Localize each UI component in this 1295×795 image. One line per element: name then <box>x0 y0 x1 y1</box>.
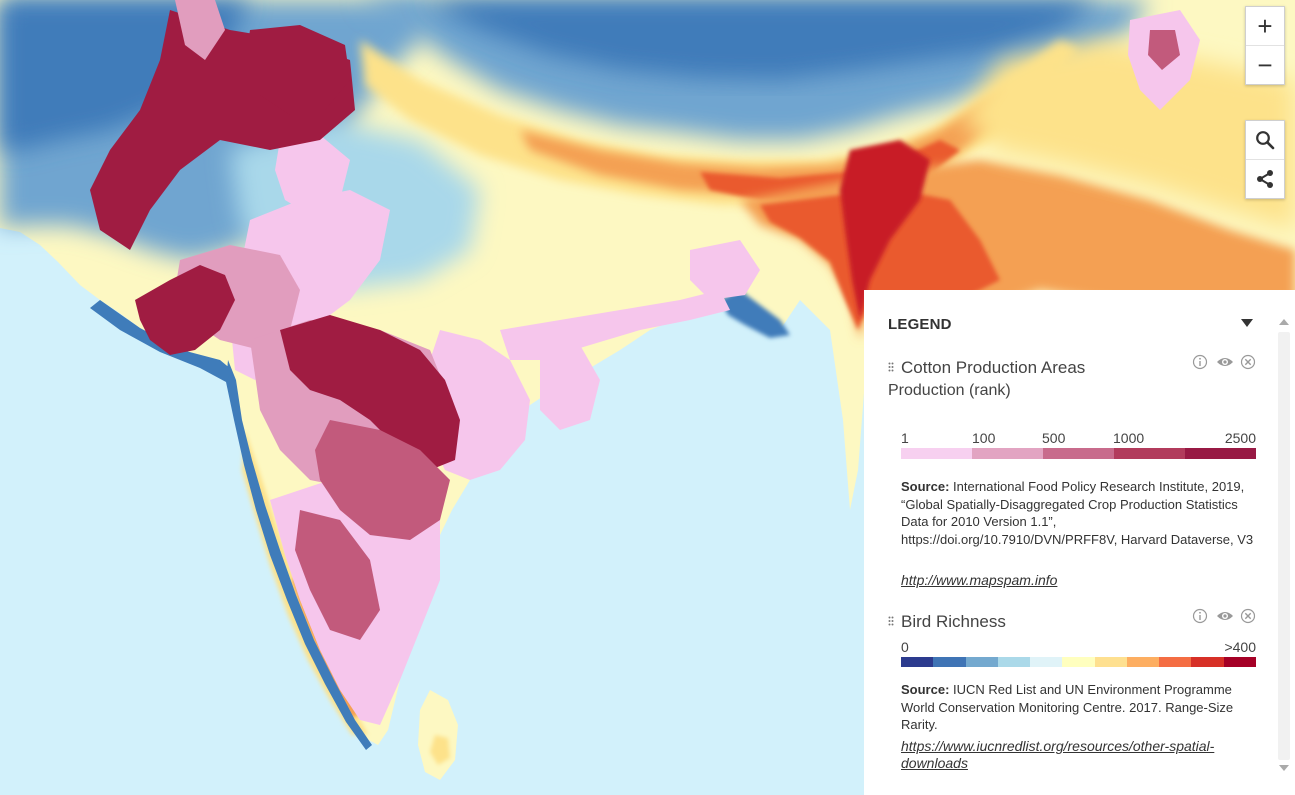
share-icon <box>1257 170 1273 188</box>
cotton-dark-punjab <box>245 25 350 115</box>
scale-label: 0 <box>901 639 909 655</box>
western-ghats <box>242 430 368 735</box>
cotton-dark-myanmar <box>1148 30 1180 70</box>
cotton-pale-northwest <box>275 135 350 215</box>
layer-title: Bird Richness <box>901 612 1006 631</box>
scale-label: 100 <box>972 430 996 446</box>
scale-swatch <box>1223 657 1256 667</box>
layer-actions <box>1192 354 1256 370</box>
cotton-dark-maharashtra <box>280 315 460 470</box>
legend-layer-cotton: Cotton Production Areas Production (rank… <box>888 354 1256 638</box>
bird-color-scale <box>901 657 1256 667</box>
share-button[interactable] <box>1246 159 1284 198</box>
scale-swatch <box>1043 448 1114 459</box>
scale-swatch <box>1126 657 1160 667</box>
scale-label: >400 <box>1224 639 1256 655</box>
cotton-source: Source: International Food Policy Resear… <box>901 478 1256 548</box>
minus-icon: − <box>1257 50 1273 80</box>
tool-controls <box>1245 120 1285 199</box>
sri-lanka-hill <box>430 735 450 765</box>
delta <box>720 290 790 338</box>
source-label: Source: <box>901 682 950 697</box>
legend-layer-bird-richness: Bird Richness 0 >400 Source: IUCN Red Li… <box>888 608 1256 792</box>
scale-swatch <box>1114 448 1185 459</box>
zoom-in-button[interactable]: + <box>1246 7 1284 45</box>
layer-title: Cotton Production Areas <box>901 358 1086 377</box>
search-button[interactable] <box>1246 121 1284 159</box>
cotton-scale-labels: 1 100 500 1000 2500 <box>901 430 1256 446</box>
cotton-mid-telangana <box>315 420 450 540</box>
legend-scrollbar[interactable] <box>1273 310 1295 780</box>
scale-label: 1 <box>901 430 909 446</box>
layer-subtitle: Production (rank) <box>888 382 1011 399</box>
close-icon[interactable] <box>1240 608 1256 624</box>
scale-swatch <box>901 657 934 667</box>
legend-title: LEGEND <box>888 316 952 333</box>
zoom-out-button[interactable]: − <box>1246 45 1284 84</box>
scroll-thumb[interactable] <box>1278 332 1290 760</box>
cotton-pink-indus <box>175 0 225 60</box>
scale-swatch <box>997 657 1031 667</box>
scale-swatch <box>1159 657 1192 667</box>
source-label: Source: <box>901 479 950 494</box>
caret-down-icon[interactable] <box>1240 316 1254 330</box>
scroll-up-icon[interactable] <box>1279 318 1289 326</box>
bird-source-link[interactable]: https://www.iucnredlist.org/resources/ot… <box>901 738 1215 771</box>
scale-swatch <box>901 448 972 459</box>
cotton-mid-karnataka <box>295 510 380 640</box>
layer-actions <box>1192 608 1256 624</box>
scale-label: 500 <box>1042 430 1066 446</box>
scale-swatch <box>933 657 966 667</box>
bird-source: Source: IUCN Red List and UN Environment… <box>901 681 1256 734</box>
drag-handle-icon[interactable] <box>888 362 894 372</box>
cotton-dark-gujarat <box>135 265 235 355</box>
cotton-source-link[interactable]: http://www.mapspam.info <box>901 572 1058 588</box>
cotton-pale-mid <box>540 345 600 430</box>
scale-swatch <box>972 448 1043 459</box>
zoom-controls: + − <box>1245 6 1285 85</box>
cotton-pale-ganges <box>500 290 730 360</box>
northeast-deep <box>840 140 930 320</box>
info-icon[interactable] <box>1192 354 1208 370</box>
legend-panel: LEGEND Cotton Production Areas Productio… <box>864 290 1295 795</box>
cotton-color-scale <box>901 448 1256 459</box>
cotton-layer <box>90 0 1200 725</box>
scale-swatch <box>1062 657 1095 667</box>
cotton-pale-bangladesh <box>690 240 760 300</box>
scale-label: 2500 <box>1224 430 1256 446</box>
search-icon <box>1256 131 1275 150</box>
info-icon[interactable] <box>1192 608 1208 624</box>
legend-content[interactable]: Cotton Production Areas Production (rank… <box>864 344 1273 789</box>
east-yellow <box>960 40 1295 230</box>
close-icon[interactable] <box>1240 354 1256 370</box>
scale-swatch <box>1094 657 1127 667</box>
tibetan-plateau-deep <box>420 0 1100 80</box>
source-text: International Food Policy Research Insti… <box>901 479 1254 547</box>
bird-scale-labels: 0 >400 <box>901 639 1256 655</box>
scale-swatch <box>1030 657 1063 667</box>
scale-label: 1000 <box>1113 430 1145 446</box>
eye-icon[interactable] <box>1216 354 1233 370</box>
scale-swatch <box>1185 448 1256 459</box>
plus-icon: + <box>1257 11 1273 41</box>
scroll-down-icon[interactable] <box>1279 764 1289 772</box>
scale-swatch <box>965 657 998 667</box>
drag-handle-icon[interactable] <box>888 616 894 626</box>
scale-swatch <box>1191 657 1224 667</box>
source-text: IUCN Red List and UN Environment Program… <box>901 682 1234 732</box>
eye-icon[interactable] <box>1216 608 1233 624</box>
